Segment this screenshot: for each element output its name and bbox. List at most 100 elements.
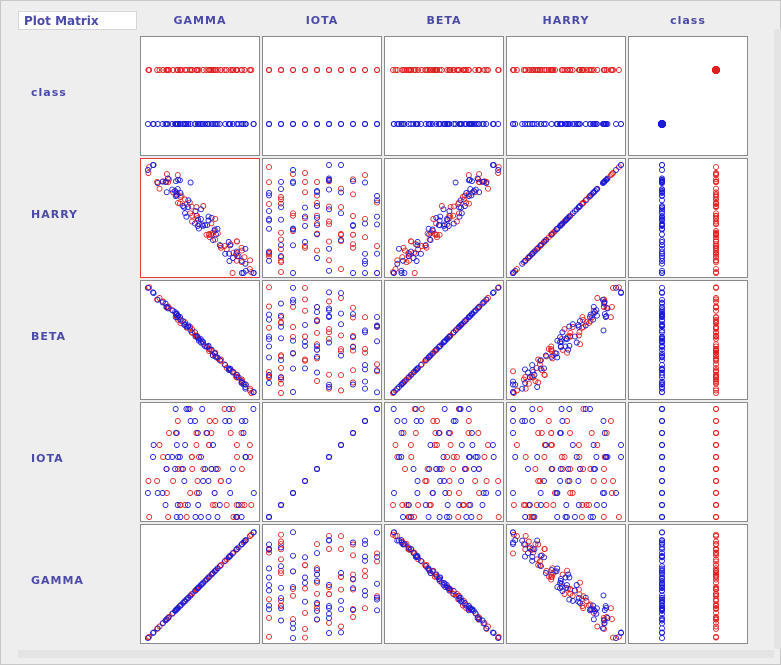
data-point (659, 257, 665, 264)
plot-cell-class-vs-iota[interactable] (262, 36, 382, 156)
data-point (713, 203, 719, 209)
data-point (242, 537, 249, 544)
data-point (490, 289, 497, 296)
data-point (302, 585, 308, 592)
data-point (240, 270, 247, 276)
data-point (338, 185, 344, 192)
plot-cell-iota-vs-iota[interactable] (262, 402, 382, 522)
data-point (302, 121, 308, 127)
data-point (290, 242, 296, 249)
plot-cell-gamma-vs-beta[interactable] (384, 524, 504, 644)
data-point (587, 406, 593, 412)
data-point (302, 634, 308, 641)
plot-cell-harry-vs-iota[interactable] (262, 158, 382, 278)
plot-cell-beta-vs-harry[interactable] (506, 280, 626, 400)
data-point (222, 418, 229, 424)
data-point (362, 588, 368, 594)
data-point (229, 466, 236, 472)
data-point (290, 67, 296, 73)
data-point (569, 442, 576, 448)
data-point (362, 260, 368, 267)
plot-cell-harry-vs-harry[interactable] (506, 158, 626, 278)
plot-cell-beta-vs-iota[interactable] (262, 280, 382, 400)
data-point (200, 478, 207, 484)
scatter-plot (266, 529, 380, 642)
data-point (713, 556, 719, 563)
data-point (266, 614, 272, 621)
data-point (713, 228, 719, 234)
data-point (314, 590, 320, 597)
plot-matrix-tab[interactable]: Plot Matrix (18, 11, 137, 30)
data-point (314, 231, 320, 238)
scatter-plot (658, 66, 720, 128)
data-point (229, 67, 236, 73)
scatter-plot (266, 162, 380, 276)
scatter-plot (510, 406, 624, 520)
horizontal-scrollbar[interactable] (18, 650, 774, 658)
plot-cell-iota-vs-beta[interactable] (384, 402, 504, 522)
data-point (713, 374, 719, 381)
data-point (713, 215, 719, 222)
data-point (443, 216, 450, 223)
data-point (418, 67, 425, 73)
plot-cell-class-vs-harry[interactable] (506, 36, 626, 156)
plot-cell-harry-vs-gamma[interactable] (140, 158, 260, 278)
plot-cell-class-vs-beta[interactable] (384, 36, 504, 156)
plot-cell-class-vs-gamma[interactable] (140, 36, 260, 156)
data-point (314, 541, 320, 548)
data-point (659, 204, 665, 211)
data-point (495, 514, 502, 520)
data-point (512, 454, 519, 460)
data-point (659, 208, 665, 215)
data-point (659, 369, 665, 376)
plot-cell-beta-vs-beta[interactable] (384, 280, 504, 400)
data-point (194, 586, 200, 592)
data-point (217, 357, 224, 364)
data-point (350, 585, 356, 592)
data-point (469, 442, 476, 448)
data-point (399, 502, 406, 508)
data-point (197, 216, 204, 223)
data-point (481, 454, 488, 460)
data-point (659, 442, 665, 448)
data-point (610, 634, 616, 641)
data-point (326, 384, 332, 390)
data-point (144, 167, 151, 173)
vertical-scrollbar[interactable] (774, 29, 781, 649)
plot-cell-iota-vs-class[interactable] (628, 402, 748, 522)
data-point (522, 67, 529, 73)
data-point (233, 374, 240, 381)
plot-cell-beta-vs-gamma[interactable] (140, 280, 260, 400)
data-point (659, 167, 665, 173)
data-point (418, 361, 425, 368)
data-point (362, 567, 368, 574)
plot-cell-class-vs-class[interactable] (628, 36, 748, 156)
data-point (554, 514, 561, 520)
data-point (618, 454, 624, 460)
plot-cell-iota-vs-harry[interactable] (506, 402, 626, 522)
data-point (204, 222, 211, 229)
plot-cell-harry-vs-beta[interactable] (384, 158, 504, 278)
data-point (442, 490, 449, 496)
data-point (577, 203, 583, 209)
data-point (266, 582, 272, 589)
data-point (217, 562, 224, 569)
data-point (362, 366, 368, 373)
data-point (177, 602, 184, 609)
plot-cell-harry-vs-class[interactable] (628, 158, 748, 278)
data-point (221, 406, 228, 412)
data-point (233, 372, 240, 378)
plot-cell-beta-vs-class[interactable] (628, 280, 748, 400)
data-point (413, 366, 420, 373)
plot-cell-gamma-vs-gamma[interactable] (140, 524, 260, 644)
data-point (374, 596, 380, 603)
plot-cell-gamma-vs-iota[interactable] (262, 524, 382, 644)
data-point (394, 385, 401, 392)
data-point (401, 270, 408, 276)
data-point (659, 192, 665, 199)
plot-cell-iota-vs-gamma[interactable] (140, 402, 260, 522)
plot-cell-gamma-vs-harry[interactable] (506, 524, 626, 644)
data-point (290, 324, 296, 330)
plot-cell-gamma-vs-class[interactable] (628, 524, 748, 644)
data-point (411, 270, 418, 276)
